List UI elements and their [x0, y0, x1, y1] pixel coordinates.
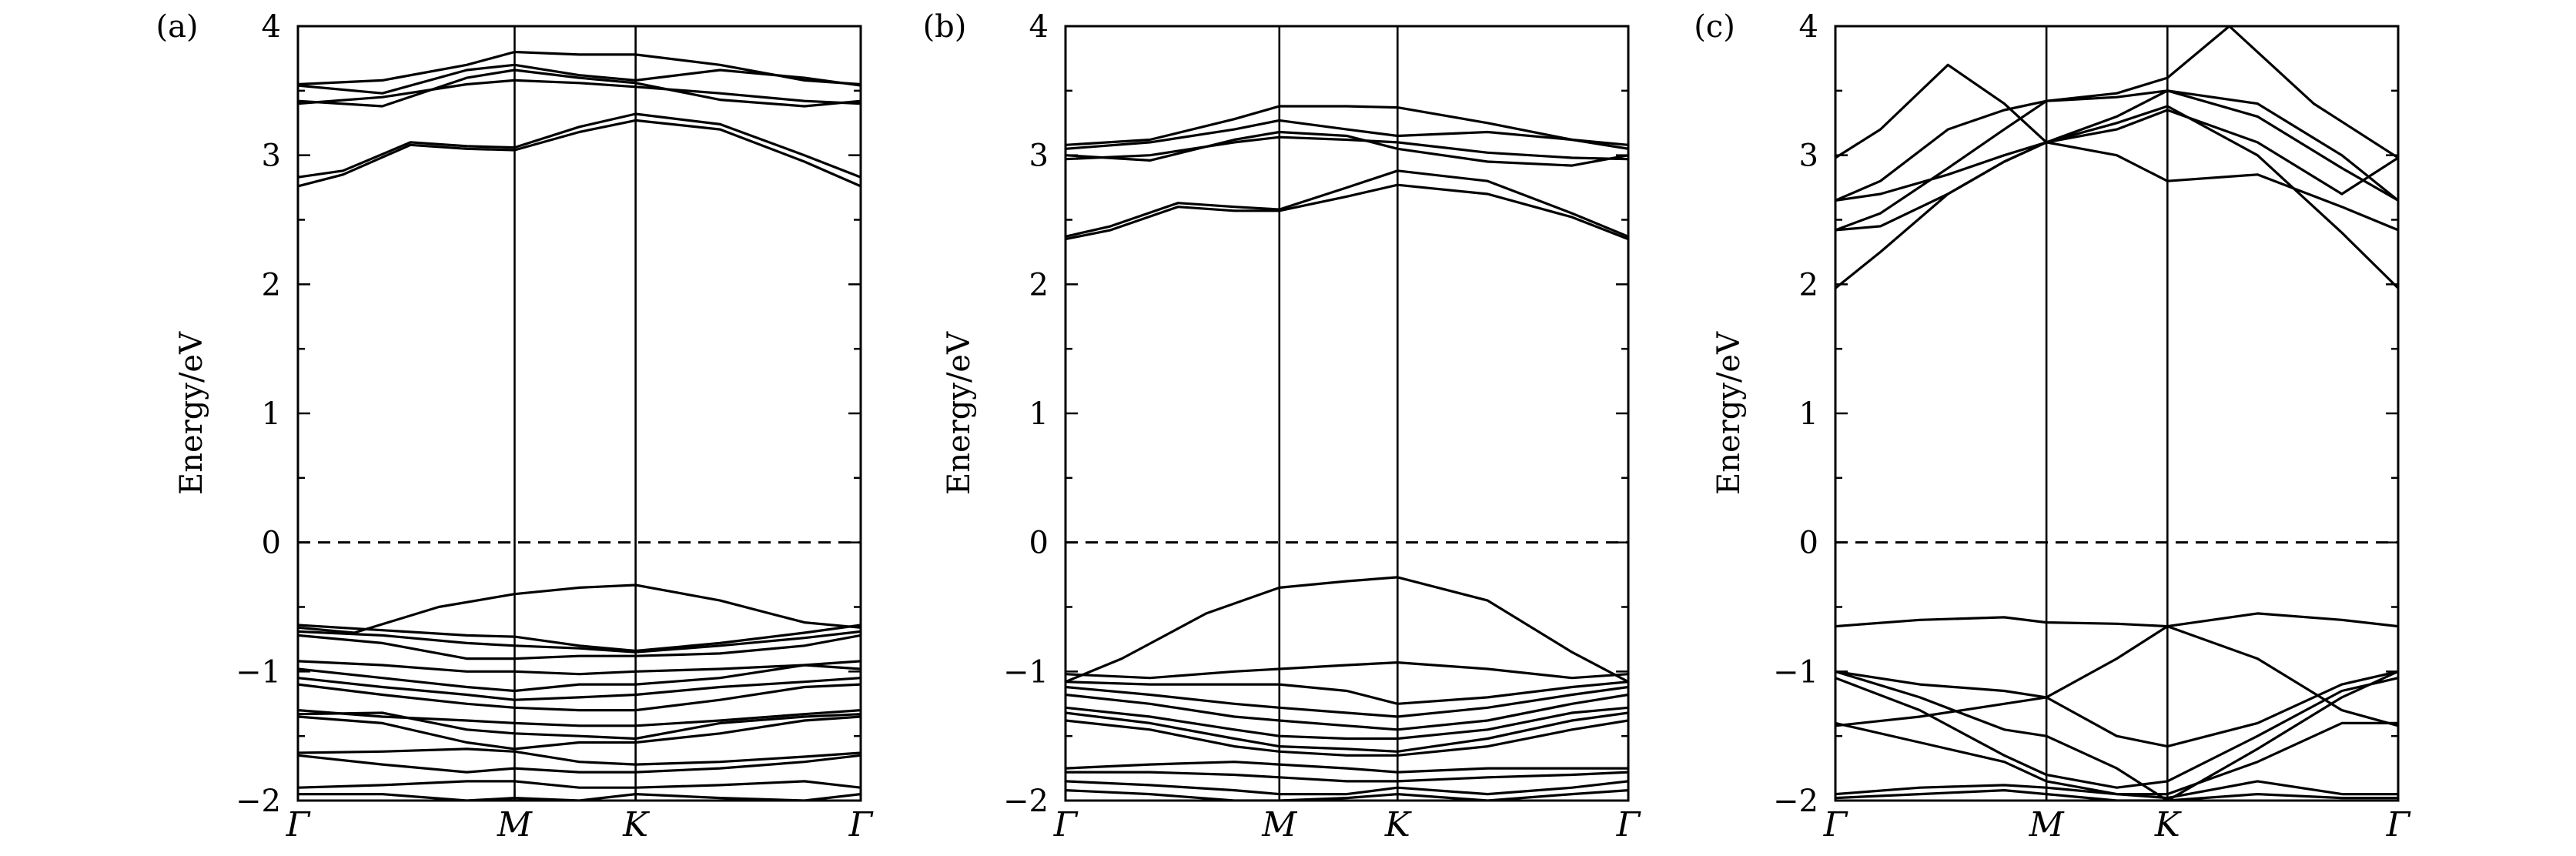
- band-line-c4: [1835, 63, 2398, 196]
- band-line-v6: [1066, 706, 1628, 741]
- k-point-label: M: [497, 805, 533, 844]
- band-line-v3: [298, 630, 861, 654]
- band-line-c4: [298, 69, 861, 108]
- band-line-v5: [1066, 693, 1628, 731]
- k-point-label: K: [622, 805, 650, 844]
- band-line-v3: [1835, 624, 2398, 727]
- band-line-c4: [1066, 130, 1628, 167]
- band-line-v14: [298, 780, 861, 789]
- band-line-v2: [298, 624, 861, 653]
- band-line-c1: [298, 119, 861, 188]
- band-line-v3: [1066, 680, 1628, 705]
- band-line-c2: [298, 112, 861, 179]
- k-point-label: Γ: [1053, 805, 1079, 844]
- band-line-c6: [298, 50, 861, 86]
- band-line-v8: [298, 683, 861, 712]
- band-lines: [298, 50, 861, 801]
- panel-label: (b): [923, 9, 967, 45]
- band-line-c2: [1835, 141, 2398, 232]
- band-line-v8: [1835, 788, 2398, 801]
- k-point-label: K: [1384, 805, 1412, 844]
- band-line-v2: [1066, 660, 1628, 680]
- band-line-c3: [298, 79, 861, 105]
- band-line-v4: [1066, 685, 1628, 718]
- band-lines: [1066, 105, 1628, 801]
- k-point-label: Γ: [848, 805, 874, 844]
- band-line-v8: [1066, 719, 1628, 757]
- band-line-v11: [298, 715, 861, 751]
- y-tick-label: 3: [1799, 139, 1818, 174]
- k-point-label: Γ: [1616, 805, 1641, 844]
- y-tick-label: −1: [236, 654, 281, 690]
- band-line-v4: [298, 634, 861, 660]
- band-line-c6: [1835, 26, 2398, 232]
- band-line-v1: [1066, 576, 1628, 684]
- y-tick-label: −1: [1003, 654, 1049, 690]
- band-line-v1: [298, 583, 861, 634]
- band-line-c5: [298, 63, 861, 95]
- band-line-c6: [1066, 105, 1628, 146]
- band-line-v11: [1066, 780, 1628, 796]
- y-tick-label: 1: [1029, 396, 1049, 432]
- panel-a: −2 −1 0 1 2 3 4 Γ M K Γ Energy/eV (a): [156, 9, 873, 844]
- band-line-v10: [1066, 771, 1628, 783]
- band-line-v13: [298, 754, 861, 774]
- panel-c: −2 −1 0 1 2 3 4 Γ M K Γ Energy/eV (c): [1694, 9, 2411, 844]
- y-tick-label: 2: [1799, 267, 1818, 303]
- band-line-v2: [1835, 670, 2398, 748]
- panel-b: −2 −1 0 1 2 3 4 Γ M K Γ Energy/eV (b): [923, 9, 1641, 844]
- y-tick-label: 4: [262, 9, 281, 45]
- y-tick-label: 3: [262, 139, 281, 174]
- y-tick-label: 0: [1029, 526, 1049, 561]
- band-line-v6: [298, 664, 861, 693]
- band-line-v12: [298, 747, 861, 766]
- k-point-label: M: [1261, 805, 1297, 844]
- y-tick-label: 2: [1029, 267, 1049, 303]
- band-line-v12: [1066, 789, 1628, 801]
- k-point-label: Γ: [286, 805, 311, 844]
- band-line-v4: [1835, 670, 2398, 801]
- y-tick-label: −1: [1773, 654, 1818, 690]
- band-line-v7: [1066, 711, 1628, 753]
- band-lines: [1835, 26, 2398, 801]
- band-line-v5: [1835, 677, 2398, 789]
- y-tick-label: −2: [1773, 784, 1818, 819]
- k-point-label: Γ: [1823, 805, 1848, 844]
- y-tick-label: 0: [1799, 526, 1818, 561]
- band-line-c1: [1066, 183, 1628, 241]
- band-line-v1: [1835, 612, 2398, 628]
- y-axis-label: Energy/eV: [942, 331, 977, 495]
- panel-label: (a): [156, 9, 198, 45]
- band-line-v5: [298, 660, 861, 676]
- band-line-v9: [1066, 761, 1628, 774]
- y-axis-label: Energy/eV: [174, 331, 209, 495]
- y-tick-label: 4: [1029, 9, 1049, 45]
- k-point-label: K: [2154, 805, 2182, 844]
- panel-label: (c): [1694, 9, 1735, 45]
- y-tick-label: 4: [1799, 9, 1818, 45]
- y-tick-label: −2: [1003, 784, 1049, 819]
- y-tick-label: 1: [1799, 396, 1818, 432]
- band-line-v6: [1835, 721, 2398, 796]
- band-line-v7: [1835, 780, 2398, 800]
- y-tick-label: −2: [236, 784, 281, 819]
- y-tick-label: 1: [262, 396, 281, 432]
- band-line-c5: [1835, 89, 2398, 202]
- y-tick-label: 2: [262, 267, 281, 303]
- k-point-label: Γ: [2386, 805, 2411, 844]
- band-line-c5: [1066, 119, 1628, 150]
- band-line-c2: [1066, 169, 1628, 238]
- y-axis-label: Energy/eV: [1711, 331, 1747, 495]
- band-line-c3: [1066, 135, 1628, 161]
- y-tick-label: 3: [1029, 139, 1049, 174]
- k-point-label: M: [2029, 805, 2065, 844]
- band-line-c1: [1835, 105, 2398, 289]
- band-line-v7: [298, 677, 861, 701]
- y-tick-label: 0: [262, 526, 281, 561]
- band-line-c3: [1835, 89, 2398, 202]
- band-line-v10: [298, 711, 861, 741]
